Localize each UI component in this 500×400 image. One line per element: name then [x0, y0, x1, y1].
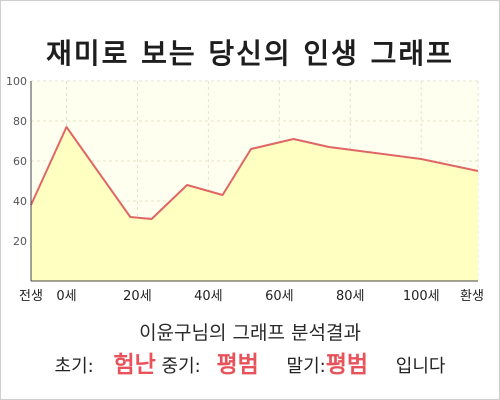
late-value: 평범	[325, 352, 369, 378]
x-tick-label: 20세	[123, 289, 152, 304]
y-tick-label: 60	[13, 155, 27, 168]
x-tick-label: 전생	[19, 289, 43, 304]
early-label: 초기:	[54, 356, 94, 377]
life-area	[31, 127, 478, 281]
axes	[30, 81, 478, 282]
life-line	[30, 126, 479, 220]
y-tick-label: 100	[6, 75, 27, 88]
x-tick-label: 0세	[56, 289, 76, 304]
mid-label: 중기:	[161, 356, 201, 377]
early-value: 험난	[113, 352, 156, 378]
x-tick-label: 60세	[265, 289, 294, 304]
y-tick-labels: 20 40 60 80 100	[6, 75, 27, 248]
result-suffix: 입니다	[395, 356, 446, 377]
x-tick-label: 40세	[194, 289, 223, 304]
x-tick-label: 100세	[403, 289, 440, 304]
analysis-result: 초기: 험난 중기: 평범 말기:평범 입니다	[0, 345, 500, 379]
y-tick-label: 40	[13, 195, 27, 208]
mid-value: 평범	[216, 352, 259, 378]
late-label: 말기:	[286, 356, 326, 377]
y-tick-label: 80	[13, 115, 27, 128]
chart-title: 재미로 보는 당신의 인생 그래프	[46, 37, 454, 70]
x-tick-labels: 전생 0세 20세 40세 60세 80세 100세 환생	[19, 289, 484, 304]
x-tick-label: 환생	[460, 289, 484, 304]
y-tick-label: 20	[13, 235, 27, 248]
analysis-caption: 이윤구님의 그래프 분석결과	[139, 322, 361, 344]
x-tick-label: 80세	[336, 289, 365, 304]
